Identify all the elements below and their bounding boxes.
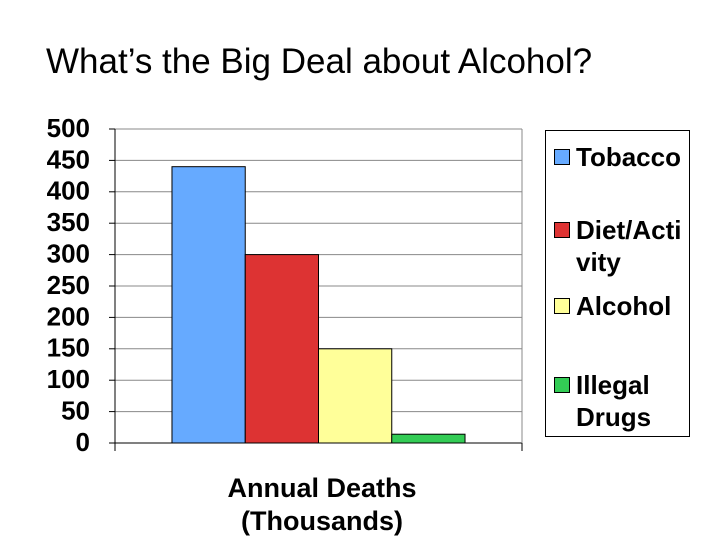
bar	[171, 166, 246, 444]
y-tick-label: 350	[47, 207, 90, 237]
bar	[391, 433, 466, 444]
y-tick-label: 450	[47, 144, 90, 174]
x-axis-label: Annual Deaths (Thousands)	[227, 473, 417, 536]
y-tick-label: 50	[61, 395, 90, 425]
y-tick-label: 500	[47, 113, 90, 143]
legend-swatch	[554, 377, 570, 393]
bar	[318, 348, 393, 444]
y-tick-label: 150	[47, 333, 90, 363]
bar	[244, 254, 320, 444]
legend-label: Tobacco	[576, 142, 681, 172]
legend-swatch	[554, 149, 570, 165]
legend-swatch	[554, 298, 570, 314]
y-tick-label: 400	[47, 176, 90, 206]
y-tick-label: 100	[47, 364, 90, 394]
legend-label: Illegal Drugs	[576, 370, 652, 432]
y-tick-label: 200	[47, 301, 90, 331]
legend-swatch	[554, 222, 570, 238]
y-tick-label: 250	[47, 270, 90, 300]
chart-title: What’s the Big Deal about Alcohol?	[46, 42, 593, 81]
y-tick-label: 300	[47, 238, 90, 268]
legend-label: Diet/Activity	[576, 215, 682, 277]
legend: Tobacco Diet/Activity Alcohol Illegal Drugs	[545, 130, 690, 437]
y-tick-label: 0	[76, 427, 90, 457]
legend-label: Alcohol	[576, 291, 672, 321]
